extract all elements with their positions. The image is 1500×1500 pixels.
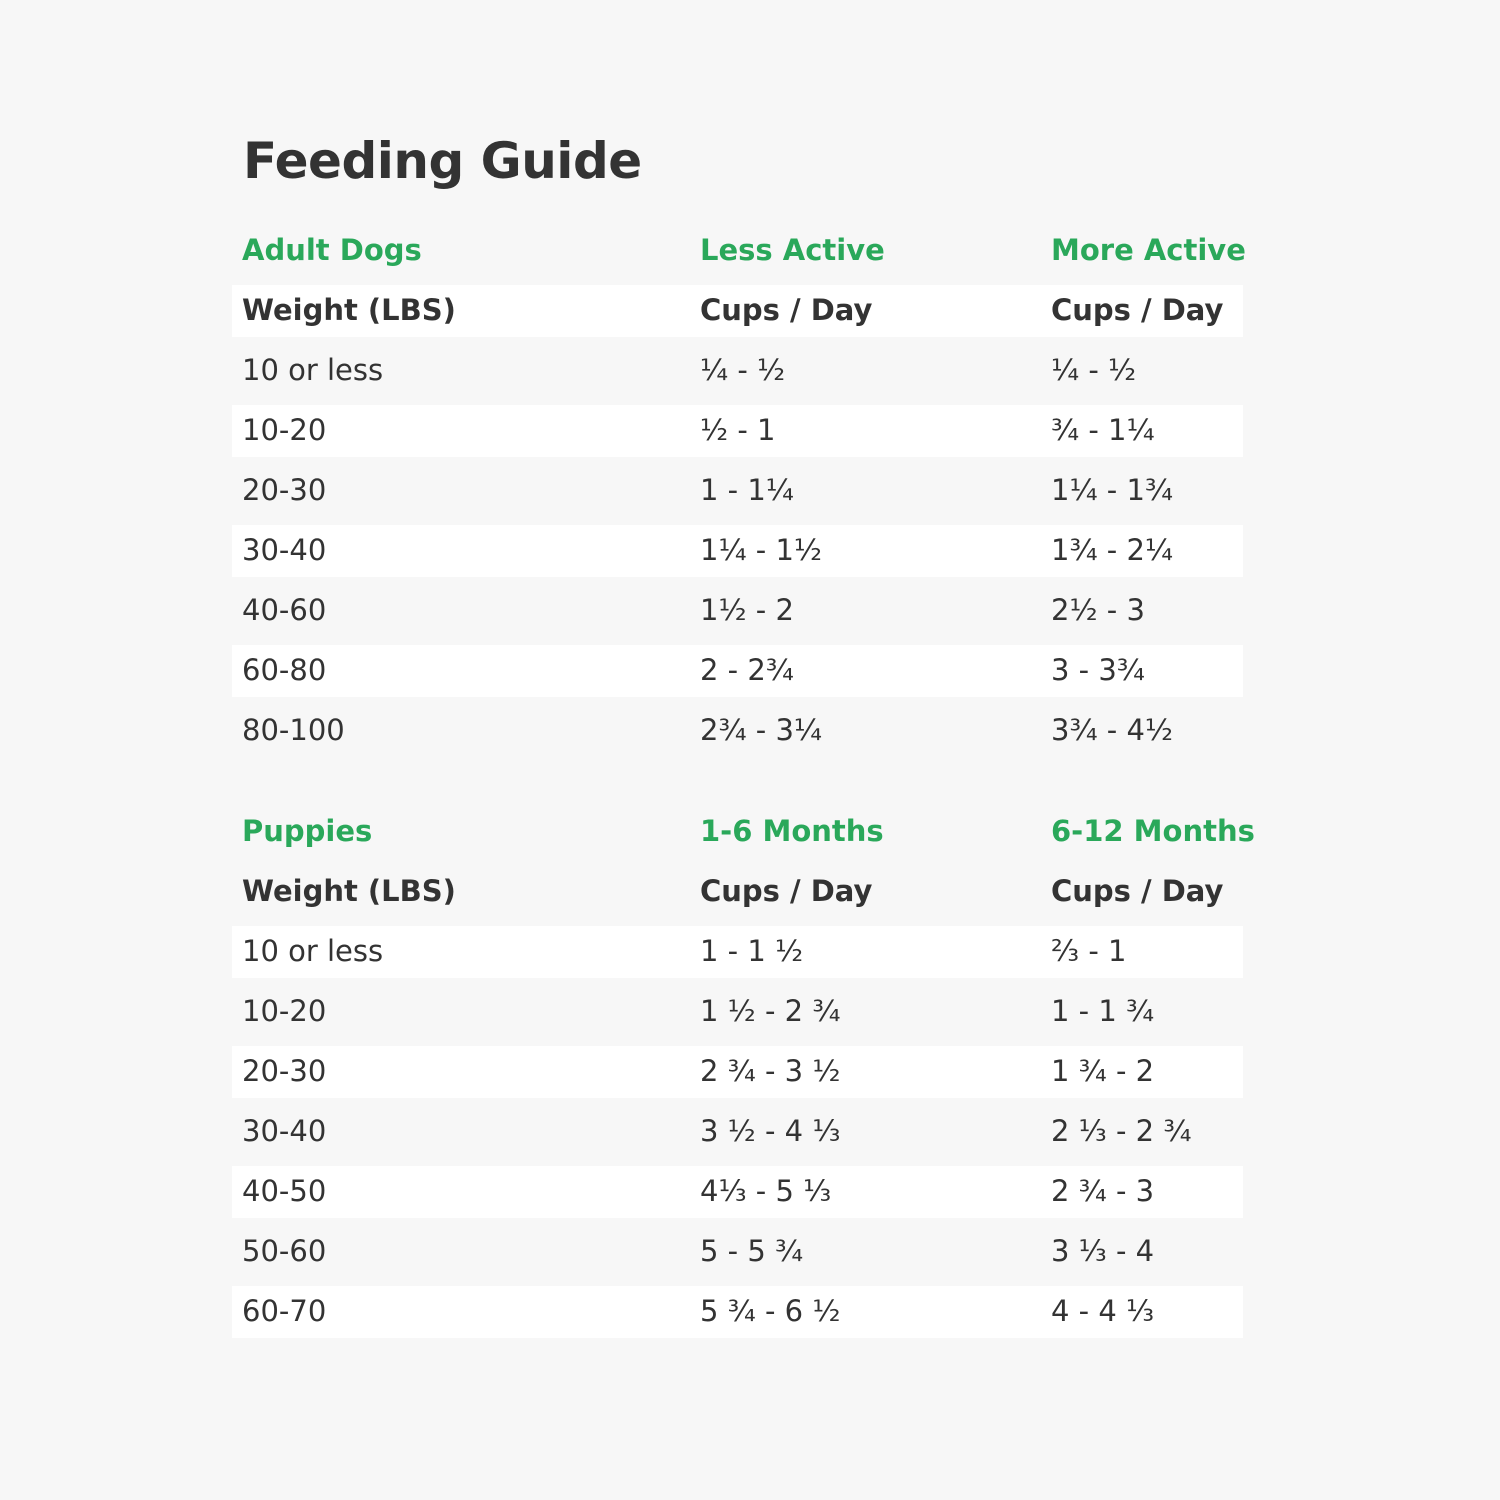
column-header: Cups / Day bbox=[700, 293, 873, 327]
table-cell: 3 ⅓ - 4 bbox=[1051, 1234, 1155, 1268]
section-header: 6-12 Months bbox=[1051, 814, 1255, 848]
table-cell: 3 ½ - 4 ⅓ bbox=[700, 1114, 841, 1148]
table-cell: 10 or less bbox=[242, 353, 384, 387]
table-cell: 20-30 bbox=[242, 1054, 327, 1088]
table-cell: 1 ½ - 2 ¾ bbox=[700, 994, 841, 1028]
table-cell: 2 - 2¾ bbox=[700, 653, 794, 687]
table-cell: 10-20 bbox=[242, 413, 327, 447]
row-band bbox=[232, 285, 1243, 337]
table-cell: 2½ - 3 bbox=[1051, 593, 1145, 627]
title: Feeding Guide bbox=[243, 132, 642, 190]
column-header: Weight (LBS) bbox=[242, 874, 456, 908]
column-header: Cups / Day bbox=[1051, 874, 1224, 908]
table-cell: 60-70 bbox=[242, 1294, 327, 1328]
table-cell: 5 - 5 ¾ bbox=[700, 1234, 804, 1268]
section-header: Adult Dogs bbox=[242, 233, 422, 267]
row-band bbox=[232, 1046, 1243, 1098]
table-cell: ⅔ - 1 bbox=[1051, 934, 1127, 968]
table-cell: 5 ¾ - 6 ½ bbox=[700, 1294, 841, 1328]
column-header: Weight (LBS) bbox=[242, 293, 456, 327]
section-header: More Active bbox=[1051, 233, 1246, 267]
table-cell: 30-40 bbox=[242, 1114, 327, 1148]
table-cell: 1 ¾ - 2 bbox=[1051, 1054, 1155, 1088]
column-header: Cups / Day bbox=[700, 874, 873, 908]
table-cell: 40-60 bbox=[242, 593, 327, 627]
table-cell: 60-80 bbox=[242, 653, 327, 687]
table-cell: ¼ - ½ bbox=[1051, 353, 1137, 387]
section-header: Puppies bbox=[242, 814, 373, 848]
table-cell: 1 - 1¼ bbox=[700, 473, 794, 507]
table-cell: 20-30 bbox=[242, 473, 327, 507]
table-cell: 1½ - 2 bbox=[700, 593, 794, 627]
table-cell: 40-50 bbox=[242, 1174, 327, 1208]
table-cell: 2 ⅓ - 2 ¾ bbox=[1051, 1114, 1192, 1148]
table-cell: 2 ¾ - 3 bbox=[1051, 1174, 1155, 1208]
table-cell: 80-100 bbox=[242, 713, 345, 747]
row-band bbox=[232, 1166, 1243, 1218]
table-cell: 3 - 3¾ bbox=[1051, 653, 1145, 687]
table-cell: 10 or less bbox=[242, 934, 384, 968]
row-band bbox=[232, 525, 1243, 577]
table-cell: 2 ¾ - 3 ½ bbox=[700, 1054, 841, 1088]
column-header: Cups / Day bbox=[1051, 293, 1224, 327]
table-cell: 1 - 1 ¾ bbox=[1051, 994, 1155, 1028]
table-cell: 4 - 4 ⅓ bbox=[1051, 1294, 1155, 1328]
table-cell: 10-20 bbox=[242, 994, 327, 1028]
row-band bbox=[232, 405, 1243, 457]
table-cell: ¼ - ½ bbox=[700, 353, 786, 387]
row-band bbox=[232, 645, 1243, 697]
table-cell: 1¾ - 2¼ bbox=[1051, 533, 1174, 567]
table-cell: 3¾ - 4½ bbox=[1051, 713, 1174, 747]
section-header: 1-6 Months bbox=[700, 814, 884, 848]
row-band bbox=[232, 1286, 1243, 1338]
row-band bbox=[232, 926, 1243, 978]
table-cell: 4⅓ - 5 ⅓ bbox=[700, 1174, 832, 1208]
table-cell: 30-40 bbox=[242, 533, 327, 567]
section-header: Less Active bbox=[700, 233, 885, 267]
table-cell: ¾ - 1¼ bbox=[1051, 413, 1155, 447]
table-cell: 1¼ - 1¾ bbox=[1051, 473, 1174, 507]
table-cell: ½ - 1 bbox=[700, 413, 776, 447]
table-cell: 1 - 1 ½ bbox=[700, 934, 804, 968]
table-cell: 50-60 bbox=[242, 1234, 327, 1268]
table-cell: 1¼ - 1½ bbox=[700, 533, 823, 567]
table-cell: 2¾ - 3¼ bbox=[700, 713, 823, 747]
